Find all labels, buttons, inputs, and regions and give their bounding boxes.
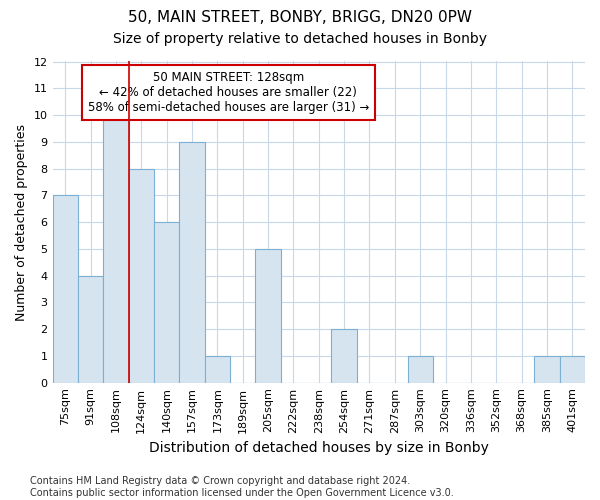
Text: Size of property relative to detached houses in Bonby: Size of property relative to detached ho… bbox=[113, 32, 487, 46]
Text: 50 MAIN STREET: 128sqm
← 42% of detached houses are smaller (22)
58% of semi-det: 50 MAIN STREET: 128sqm ← 42% of detached… bbox=[88, 71, 369, 114]
Bar bbox=[205, 356, 230, 382]
Bar bbox=[534, 356, 560, 382]
Bar bbox=[78, 276, 103, 382]
Text: 50, MAIN STREET, BONBY, BRIGG, DN20 0PW: 50, MAIN STREET, BONBY, BRIGG, DN20 0PW bbox=[128, 10, 472, 25]
X-axis label: Distribution of detached houses by size in Bonby: Distribution of detached houses by size … bbox=[149, 441, 489, 455]
Bar bbox=[179, 142, 205, 382]
Bar bbox=[560, 356, 585, 382]
Bar bbox=[154, 222, 179, 382]
Y-axis label: Number of detached properties: Number of detached properties bbox=[15, 124, 28, 320]
Bar bbox=[103, 115, 128, 382]
Bar bbox=[53, 196, 78, 382]
Bar bbox=[407, 356, 433, 382]
Bar bbox=[331, 329, 357, 382]
Text: Contains HM Land Registry data © Crown copyright and database right 2024.
Contai: Contains HM Land Registry data © Crown c… bbox=[30, 476, 454, 498]
Bar bbox=[256, 249, 281, 382]
Bar bbox=[128, 168, 154, 382]
